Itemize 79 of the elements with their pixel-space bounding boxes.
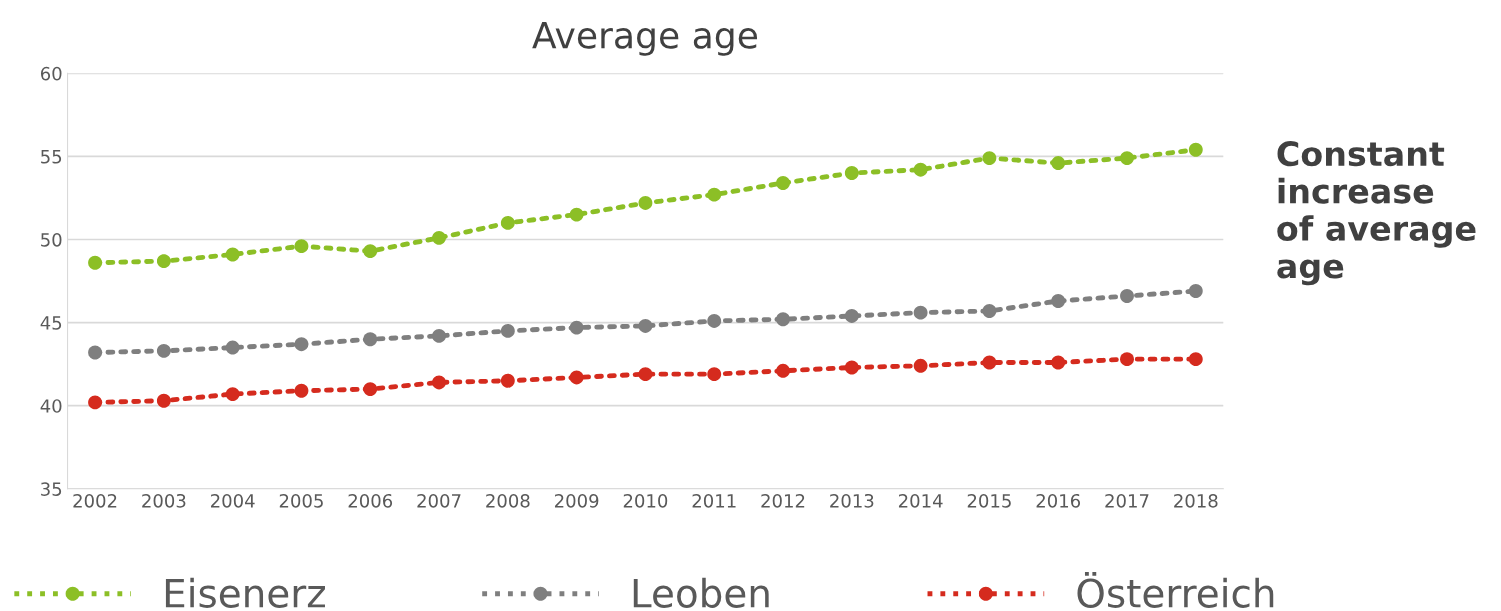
point <box>432 375 446 390</box>
point <box>982 151 997 166</box>
x-tick-label: 2003 <box>142 493 186 508</box>
x-tick-label: 2017 <box>1105 493 1149 508</box>
text: Constant increase of average age <box>1277 141 1476 286</box>
point <box>294 239 309 254</box>
point <box>913 305 928 320</box>
point <box>638 367 653 382</box>
point <box>88 255 103 270</box>
y-tick-label: 50 <box>41 232 62 247</box>
point <box>982 304 997 318</box>
y-tick-label: 40 <box>40 399 62 413</box>
point <box>88 395 103 410</box>
point <box>294 383 309 398</box>
legend-label: Leoben <box>633 577 769 608</box>
point <box>982 355 997 370</box>
y-tick-label: 55 <box>41 150 62 164</box>
point <box>1120 352 1134 367</box>
point <box>776 363 790 378</box>
point <box>776 176 790 190</box>
x-tick-label: 2005 <box>279 493 323 508</box>
point <box>913 162 928 177</box>
y-tick-label: 35 <box>41 482 62 496</box>
y-tick-label: 45 <box>40 316 62 330</box>
point <box>1051 156 1066 171</box>
point <box>707 367 722 382</box>
x-tick-label: 2010 <box>623 493 668 508</box>
point <box>638 196 653 210</box>
point <box>1051 294 1066 308</box>
point <box>638 318 653 333</box>
point <box>844 360 859 375</box>
point <box>569 207 584 222</box>
x-tick-label: 2011 <box>692 493 736 508</box>
x-tick-label: 2014 <box>898 493 943 508</box>
x-tick-label: 2002 <box>73 493 117 508</box>
point <box>432 230 446 245</box>
point <box>432 328 446 343</box>
x-tick-label: 2016 <box>1036 493 1081 508</box>
point <box>776 312 790 327</box>
x-tick-label: 2006 <box>348 493 393 508</box>
x-tick-label: 2008 <box>486 493 530 508</box>
point <box>707 187 722 202</box>
point <box>844 166 859 180</box>
point <box>569 320 584 335</box>
point <box>500 215 515 230</box>
legend-label: Eisenerz <box>165 577 325 608</box>
x-tick-label: 2013 <box>830 493 874 508</box>
point <box>156 393 171 408</box>
x-tick-label: 2004 <box>211 493 255 508</box>
x-tick-label: 2018 <box>1174 493 1218 508</box>
point <box>363 244 378 259</box>
point <box>1120 151 1134 166</box>
y-tick-label: 60 <box>40 66 62 81</box>
point <box>1188 352 1203 367</box>
point <box>707 314 722 328</box>
x-tick-label: 2012 <box>761 493 805 508</box>
point <box>225 387 240 402</box>
x-tick-label: 2009 <box>554 493 599 508</box>
point <box>1120 289 1134 303</box>
legend-label: Österreich <box>1077 571 1274 608</box>
point <box>1188 284 1203 298</box>
point <box>363 332 378 347</box>
x-tick-label: 2007 <box>417 493 461 508</box>
x-tick-label: 2015 <box>967 493 1011 508</box>
point <box>569 370 584 385</box>
point <box>1051 355 1066 370</box>
point <box>500 323 515 338</box>
point <box>1188 142 1203 157</box>
point <box>913 358 928 373</box>
point <box>156 343 171 358</box>
point <box>363 382 378 397</box>
point <box>88 345 103 360</box>
chart-title: Average age <box>532 21 758 56</box>
point <box>225 247 240 262</box>
point <box>500 373 515 388</box>
point <box>156 254 171 269</box>
point <box>225 340 240 355</box>
point <box>844 309 859 323</box>
point <box>294 337 309 352</box>
